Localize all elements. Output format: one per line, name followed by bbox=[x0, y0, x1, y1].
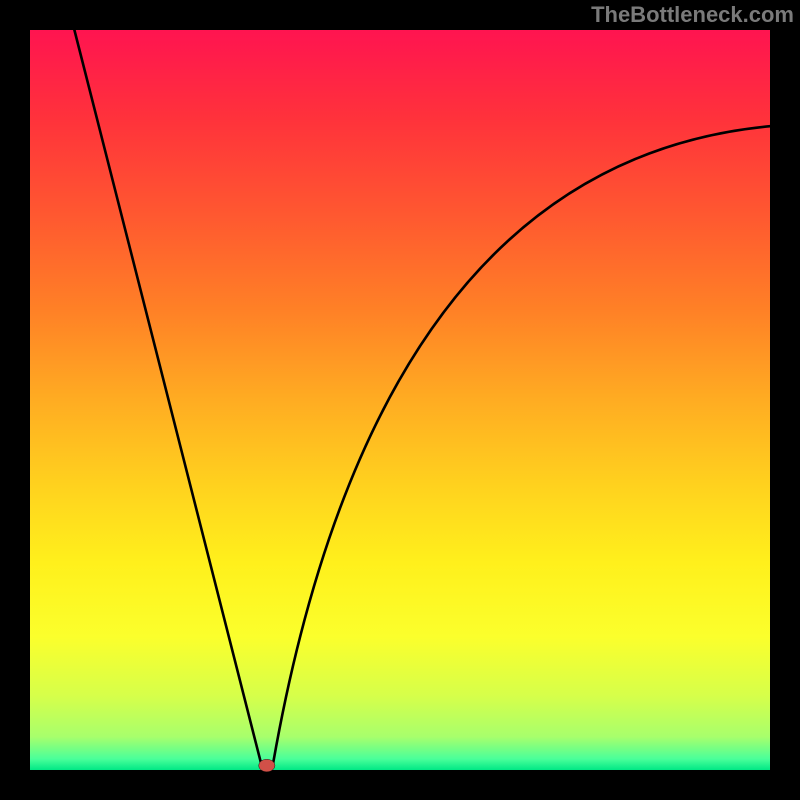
minimum-marker bbox=[259, 759, 275, 772]
watermark-text: TheBottleneck.com bbox=[591, 2, 794, 28]
plot-gradient-background bbox=[30, 30, 770, 770]
chart-svg bbox=[0, 0, 800, 800]
chart-stage: TheBottleneck.com bbox=[0, 0, 800, 800]
